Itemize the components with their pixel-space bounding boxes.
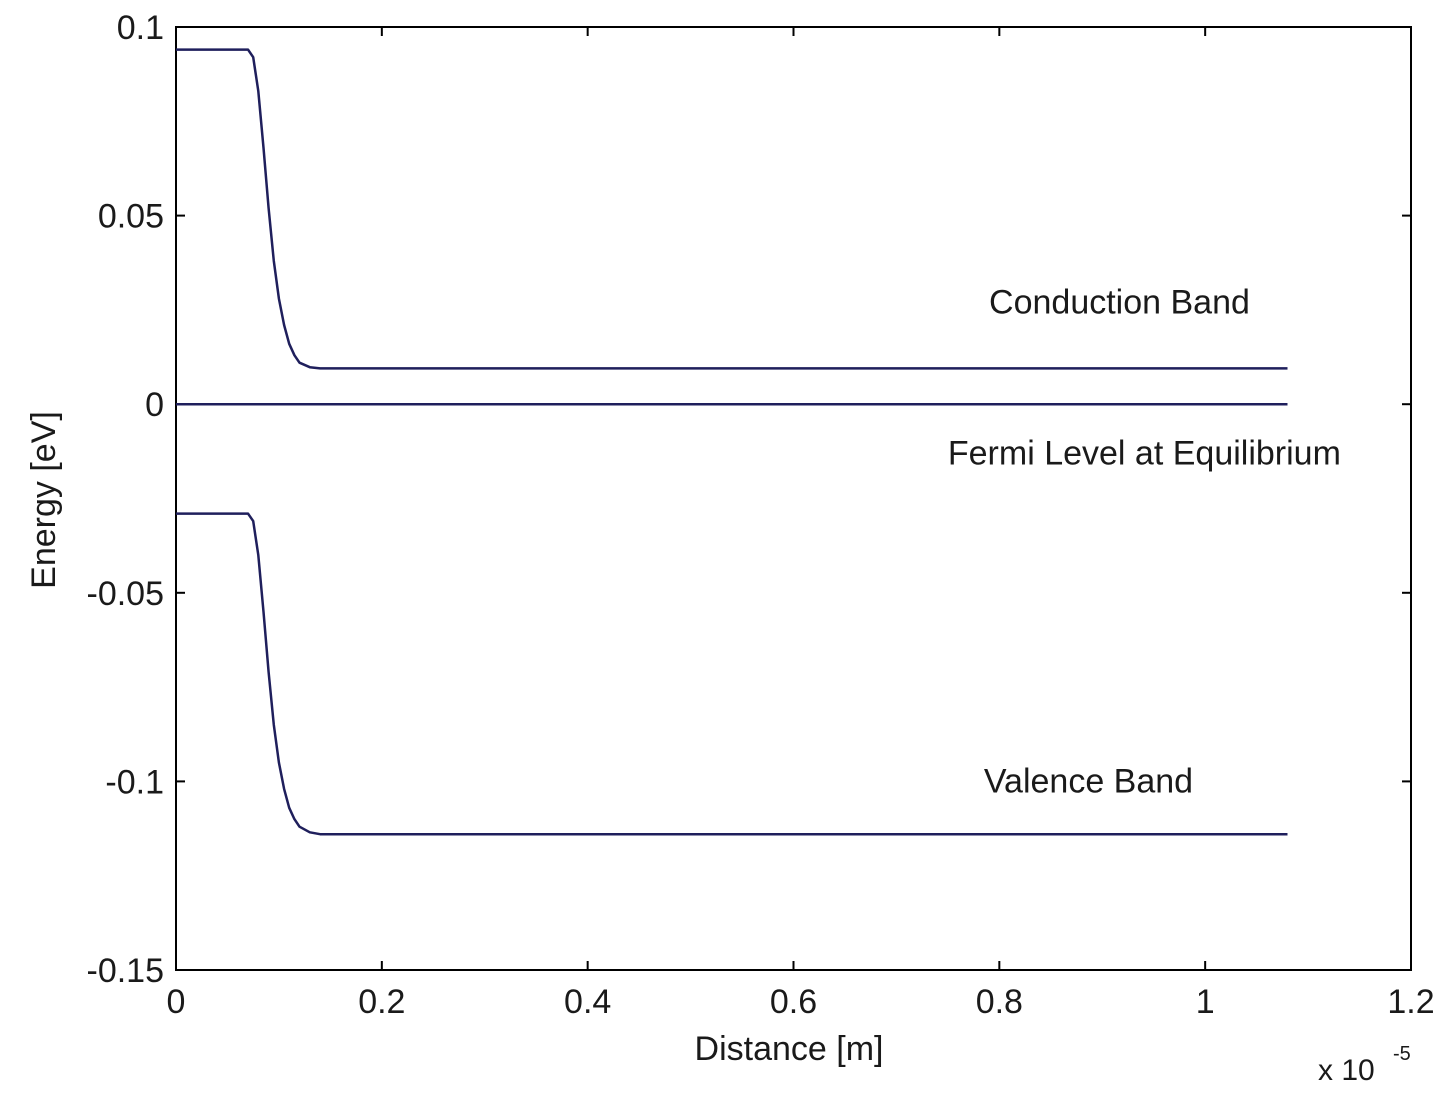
annotation-label: Conduction Band — [989, 284, 1250, 322]
x-tick-label: 1.2 — [1387, 983, 1434, 1021]
series-line-2 — [176, 512, 1288, 836]
tick-marks — [175, 26, 1412, 971]
x-scale-exponent: -5 — [1393, 1043, 1411, 1065]
x-scale-multiplier: x 10 -5 — [1318, 1043, 1411, 1087]
y-tick-label: -0.05 — [87, 575, 165, 613]
y-tick-labels: 0.1 0.05 0 -0.05 -0.1 -0.15 — [87, 9, 165, 990]
x-tick-labels: 0 0.2 0.4 0.6 0.8 1 1.2 — [167, 983, 1435, 1021]
y-tick-label: -0.15 — [87, 952, 165, 990]
series-group — [176, 48, 1288, 836]
y-tick-label: -0.1 — [105, 763, 164, 801]
x-tick-label: 0.8 — [976, 983, 1023, 1021]
annotations: Conduction Band Fermi Level at Equilibriu… — [948, 284, 1341, 801]
x-tick-label: 0.6 — [770, 983, 817, 1021]
y-axis-label: Energy [eV] — [25, 411, 63, 589]
x-scale-base: x 10 — [1318, 1054, 1375, 1087]
x-tick-label: 0 — [167, 983, 186, 1021]
plot-area — [175, 26, 1412, 971]
y-tick-label: 0.1 — [117, 9, 164, 47]
annotation-label: Valence Band — [984, 763, 1193, 801]
y-tick-label: 0 — [145, 386, 164, 424]
annotation-label: Fermi Level at Equilibrium — [948, 435, 1341, 473]
x-axis-label: Distance [m] — [695, 1030, 884, 1068]
x-tick-label: 1 — [1196, 983, 1215, 1021]
x-tick-label: 0.2 — [358, 983, 405, 1021]
y-tick-label: 0.05 — [98, 198, 164, 236]
series-line-0 — [176, 48, 1288, 370]
x-tick-label: 0.4 — [564, 983, 611, 1021]
